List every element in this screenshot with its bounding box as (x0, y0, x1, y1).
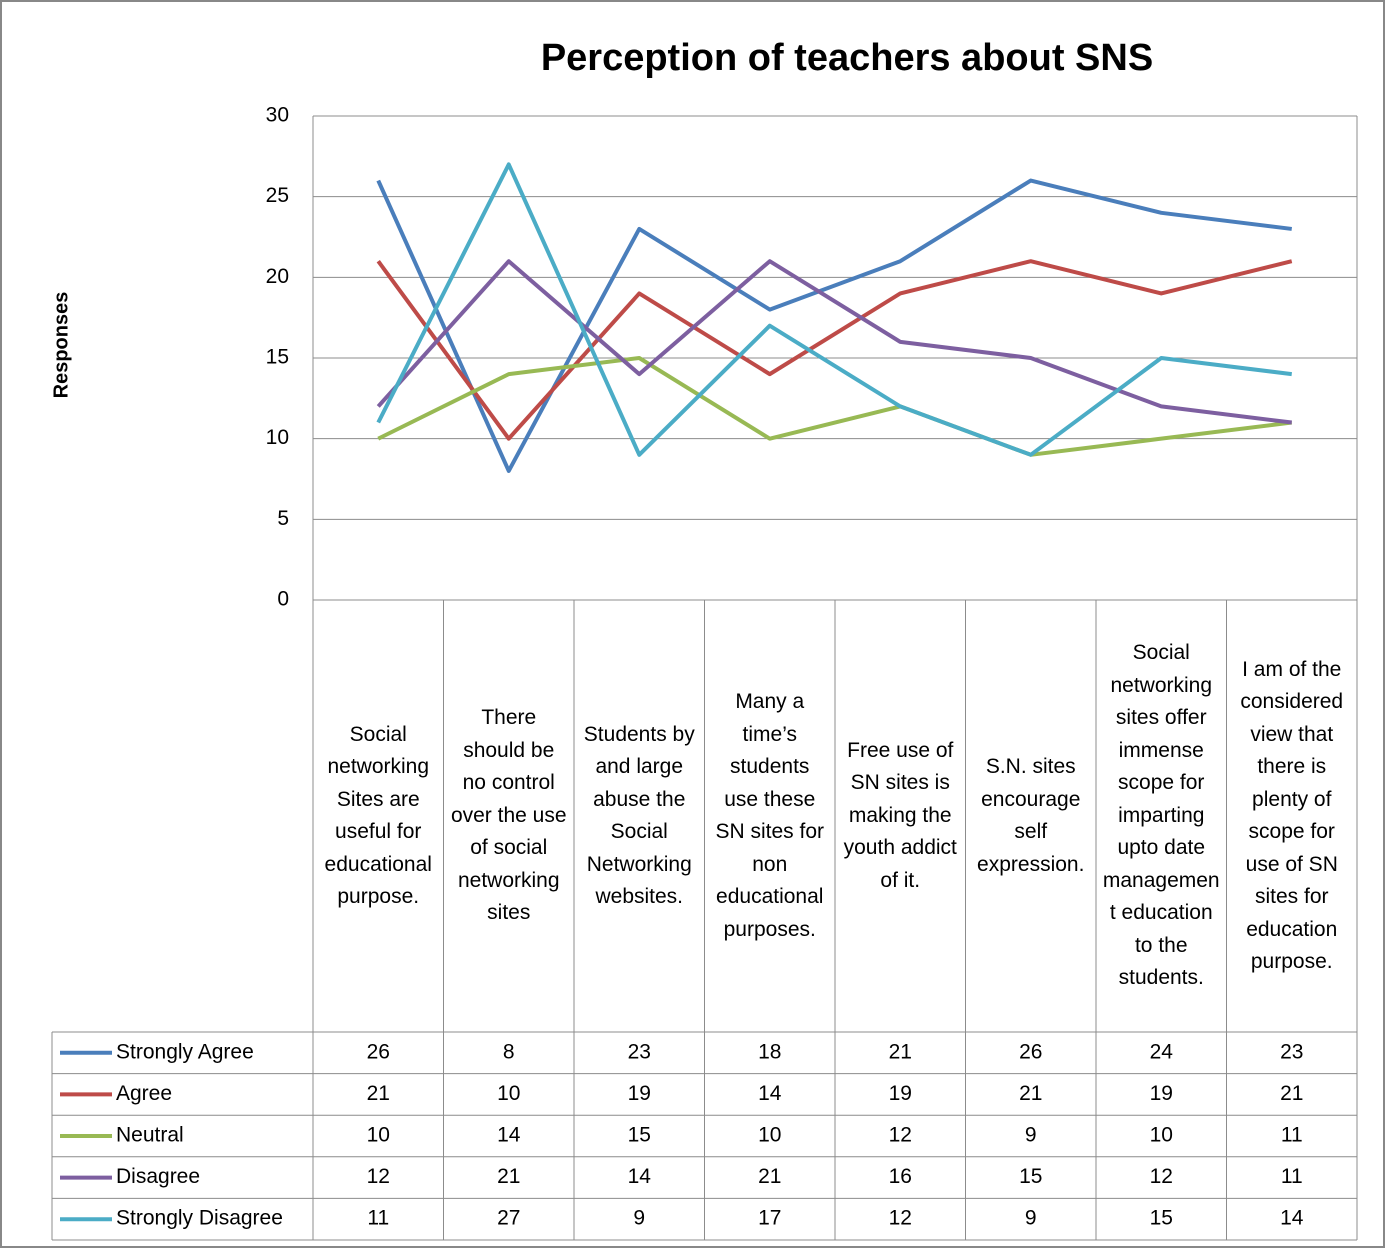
table-value: 9 (1025, 1207, 1037, 1230)
table-value: 23 (1280, 1040, 1303, 1063)
table-value: 27 (497, 1207, 520, 1230)
table-value: 10 (758, 1124, 781, 1147)
x-tick-label: Social networking Sites are useful for e… (324, 722, 432, 909)
legend-label: Strongly Agree (116, 1040, 254, 1063)
table-value: 21 (758, 1165, 781, 1188)
table-value: 23 (628, 1040, 651, 1063)
table-value: 9 (633, 1207, 645, 1230)
table-value: 8 (503, 1040, 515, 1063)
table-value: 14 (758, 1082, 782, 1105)
x-tick-label: There should be no control over the use … (450, 706, 567, 925)
y-tick-label: 15 (266, 346, 289, 369)
table-value: 12 (1150, 1165, 1173, 1188)
series-line (376, 259, 1292, 425)
y-tick-label: 30 (266, 104, 289, 127)
legend-label: Neutral (116, 1124, 184, 1147)
y-tick-label: 0 (277, 588, 289, 611)
table-value: 19 (1150, 1082, 1173, 1105)
x-tick-label: Social networking sites offer immense sc… (1102, 641, 1220, 990)
legend-label: Agree (116, 1082, 172, 1105)
chart-title: Perception of teachers about SNS (541, 37, 1153, 79)
table-value: 26 (367, 1040, 390, 1063)
y-tick-label: 25 (266, 184, 289, 207)
x-tick-label: Students by and large abuse the Social N… (583, 722, 695, 909)
y-tick-label: 10 (266, 426, 289, 449)
series-line (376, 178, 1292, 473)
table-value: 12 (889, 1124, 912, 1147)
table-value: 11 (367, 1207, 389, 1230)
x-tick-label: Many a time’s students use these SN site… (715, 690, 825, 941)
table-value: 14 (497, 1124, 521, 1147)
x-tick-label: Free use of SN sites is making the youth… (843, 738, 957, 892)
series-line (377, 356, 1292, 457)
table-value: 24 (1150, 1040, 1174, 1063)
table-value: 21 (497, 1165, 520, 1188)
y-axis-label: Responses (50, 292, 72, 399)
table-value: 12 (367, 1165, 390, 1188)
table-value: 19 (628, 1082, 651, 1105)
legend-label: Disagree (116, 1165, 200, 1188)
series-line (376, 162, 1292, 457)
table-value: 11 (1281, 1124, 1303, 1147)
legend-label: Strongly Disagree (116, 1207, 283, 1230)
table-value: 21 (889, 1040, 912, 1063)
table-value: 18 (758, 1040, 781, 1063)
table-value: 19 (889, 1082, 912, 1105)
table-value: 21 (367, 1082, 390, 1105)
table-value: 11 (1281, 1165, 1303, 1188)
y-tick-label: 5 (277, 507, 289, 530)
table-value: 14 (628, 1165, 652, 1188)
x-tick-label: S.N. sites encourage self expression. (977, 755, 1085, 876)
table-value: 10 (367, 1124, 390, 1147)
table-value: 17 (758, 1207, 781, 1230)
table-value: 26 (1019, 1040, 1042, 1063)
x-tick-label: I am of the considered view that there i… (1240, 657, 1344, 974)
table-value: 16 (889, 1165, 912, 1188)
table-value: 10 (1150, 1124, 1173, 1147)
table-value: 15 (1150, 1207, 1173, 1230)
table-value: 15 (628, 1124, 651, 1147)
table-value: 12 (889, 1207, 912, 1230)
table-value: 9 (1025, 1124, 1037, 1147)
table-value: 21 (1280, 1082, 1303, 1105)
table-value: 15 (1019, 1165, 1042, 1188)
y-tick-label: 20 (266, 265, 289, 288)
table-value: 14 (1280, 1207, 1304, 1230)
table-value: 21 (1019, 1082, 1042, 1105)
table-value: 10 (497, 1082, 520, 1105)
series-line (376, 259, 1293, 441)
